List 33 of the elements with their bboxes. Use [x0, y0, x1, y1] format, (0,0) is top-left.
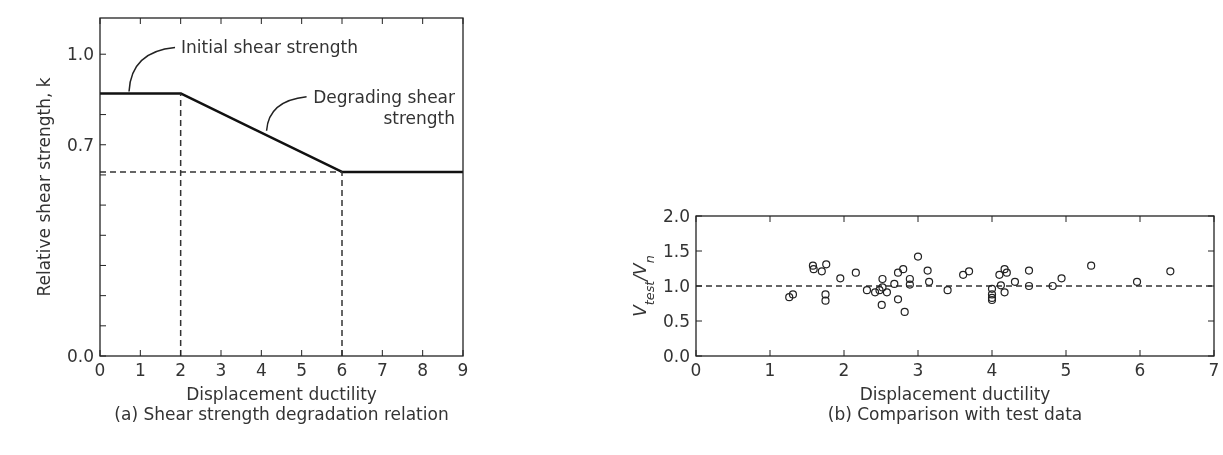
x-tick-label: 8	[417, 360, 429, 380]
x-tick-label: 1	[134, 360, 146, 380]
x-tick-label: 9	[457, 360, 469, 380]
x-tick-label: 0	[94, 360, 106, 380]
x-tick-label: 5	[296, 360, 308, 380]
annotation: Initial shear strength	[181, 37, 358, 58]
y-axis-title: Relative shear strength, k	[34, 77, 54, 297]
x-tick-label: 3	[912, 360, 924, 380]
x-tick-label: 5	[1060, 360, 1072, 380]
y-tick-label: 0.0	[66, 345, 94, 366]
y-tick-label: 2.0	[662, 205, 690, 226]
y-tick-label: 1.0	[66, 44, 94, 65]
y-tick-label: 0.7	[66, 134, 94, 155]
x-tick-label: 2	[175, 360, 187, 380]
x-axis-title: Displacement ductility	[859, 384, 1051, 404]
x-axis-title: Displacement ductility	[186, 384, 377, 404]
y-tick-label: 1.5	[662, 240, 690, 261]
x-tick-label: 1	[764, 360, 776, 380]
x-tick-label: 6	[1134, 360, 1146, 380]
y-tick-label: 0.0	[662, 345, 690, 366]
x-tick-label: 4	[255, 360, 267, 380]
x-tick-label: 7	[1208, 360, 1220, 380]
x-tick-label: 4	[986, 360, 998, 380]
x-tick-label: 7	[376, 360, 388, 380]
x-tick-label: 3	[215, 360, 227, 380]
text: (b) Comparison with test data	[827, 404, 1083, 424]
y-tick-label: 0.5	[662, 310, 690, 331]
x-tick-label: 6	[336, 360, 348, 380]
text: (a) Shear strength degradation relation	[114, 404, 449, 424]
x-tick-label: 0	[690, 360, 702, 380]
annotation: Degrading shear strength	[313, 86, 455, 128]
y-tick-label: 1.0	[662, 275, 690, 296]
x-tick-label: 2	[838, 360, 850, 380]
